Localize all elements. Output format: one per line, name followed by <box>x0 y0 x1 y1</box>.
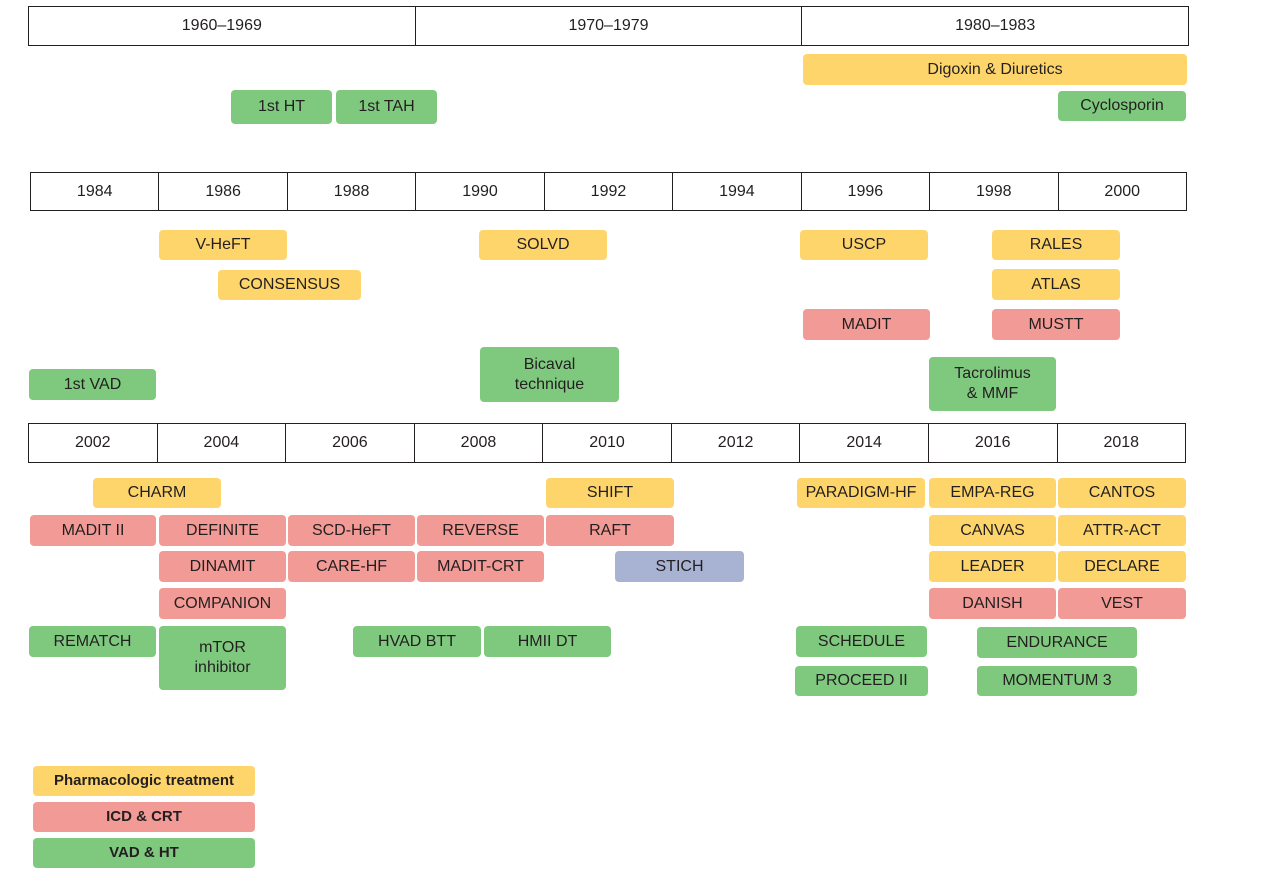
event-box: MUSTT <box>992 309 1120 340</box>
period-cell: 2004 <box>158 424 287 462</box>
period-cell: 2006 <box>286 424 415 462</box>
period-cell: 1992 <box>545 173 674 210</box>
event-box: PARADIGM-HF <box>797 478 925 508</box>
event-box: DEFINITE <box>159 515 286 546</box>
event-box: EMPA-REG <box>929 478 1056 508</box>
period-cell: 1996 <box>802 173 931 210</box>
event-box: MADIT-CRT <box>417 551 544 582</box>
event-box: MADIT II <box>30 515 156 546</box>
period-cell: 2002 <box>29 424 158 462</box>
period-cell: 2016 <box>929 424 1058 462</box>
event-box: SCHEDULE <box>796 626 927 657</box>
event-box: 1st TAH <box>336 90 437 124</box>
event-box: Cyclosporin <box>1058 91 1186 121</box>
period-cell: 2010 <box>543 424 672 462</box>
event-box: Bicaval technique <box>480 347 619 402</box>
period-cell: 1980–1983 <box>955 17 1036 34</box>
period-cell: 1990 <box>416 173 545 210</box>
event-box: LEADER <box>929 551 1056 582</box>
event-box: SCD-HeFT <box>288 515 415 546</box>
period-cell: 2000 <box>1104 182 1141 200</box>
period-cell: 1988 <box>288 173 417 210</box>
period-cell: 1998 <box>930 173 1059 210</box>
event-box: DECLARE <box>1058 551 1186 582</box>
event-box: Digoxin & Diuretics <box>803 54 1187 85</box>
event-box: DANISH <box>929 588 1056 619</box>
event-box: VEST <box>1058 588 1186 619</box>
event-box: Tacrolimus & MMF <box>929 357 1056 411</box>
event-box: ATLAS <box>992 269 1120 300</box>
event-box: SHIFT <box>546 478 674 508</box>
event-box: USCP <box>800 230 928 260</box>
event-box: CHARM <box>93 478 221 508</box>
period-cell: 1994 <box>673 173 802 210</box>
timeline-row-1: 1960–1969 1970–1979 1980–1983 <box>28 6 1189 46</box>
period-cell: 1960–1969 <box>29 7 416 45</box>
period-cell: 1984 <box>31 173 160 210</box>
legend-item: VAD & HT <box>33 838 255 868</box>
period-cell: 2018 <box>1103 434 1140 451</box>
period-cell: 2014 <box>800 424 929 462</box>
event-box: CANTOS <box>1058 478 1186 508</box>
timeline-row-3: 2002 2004 2006 2008 2010 2012 2014 2016 … <box>28 423 1186 463</box>
event-box: V-HeFT <box>159 230 287 260</box>
legend-item: ICD & CRT <box>33 802 255 832</box>
period-cell: 1986 <box>159 173 288 210</box>
event-box: REVERSE <box>417 515 544 546</box>
event-box: CONSENSUS <box>218 270 361 300</box>
event-box: RALES <box>992 230 1120 260</box>
event-box: PROCEED II <box>795 666 928 696</box>
event-box: STICH <box>615 551 744 582</box>
event-box: MOMENTUM 3 <box>977 666 1137 696</box>
event-box: ATTR-ACT <box>1058 515 1186 546</box>
event-box: SOLVD <box>479 230 607 260</box>
event-box: ENDURANCE <box>977 627 1137 658</box>
event-box: RAFT <box>546 515 674 546</box>
period-cell: 1970–1979 <box>416 7 803 45</box>
event-box: COMPANION <box>159 588 286 619</box>
timeline-row-2: 1984 1986 1988 1990 1992 1994 1996 1998 … <box>30 172 1187 211</box>
event-box: MADIT <box>803 309 930 340</box>
event-box: DINAMIT <box>159 551 286 582</box>
event-box: REMATCH <box>29 626 156 657</box>
period-cell: 2008 <box>415 424 544 462</box>
event-box: CANVAS <box>929 515 1056 546</box>
event-box: 1st HT <box>231 90 332 124</box>
legend-item: Pharmacologic treatment <box>33 766 255 796</box>
event-box: HVAD BTT <box>353 626 481 657</box>
period-cell: 2012 <box>672 424 801 462</box>
event-box: HMII DT <box>484 626 611 657</box>
event-box: CARE-HF <box>288 551 415 582</box>
event-box: mTOR inhibitor <box>159 626 286 690</box>
event-box: 1st VAD <box>29 369 156 400</box>
